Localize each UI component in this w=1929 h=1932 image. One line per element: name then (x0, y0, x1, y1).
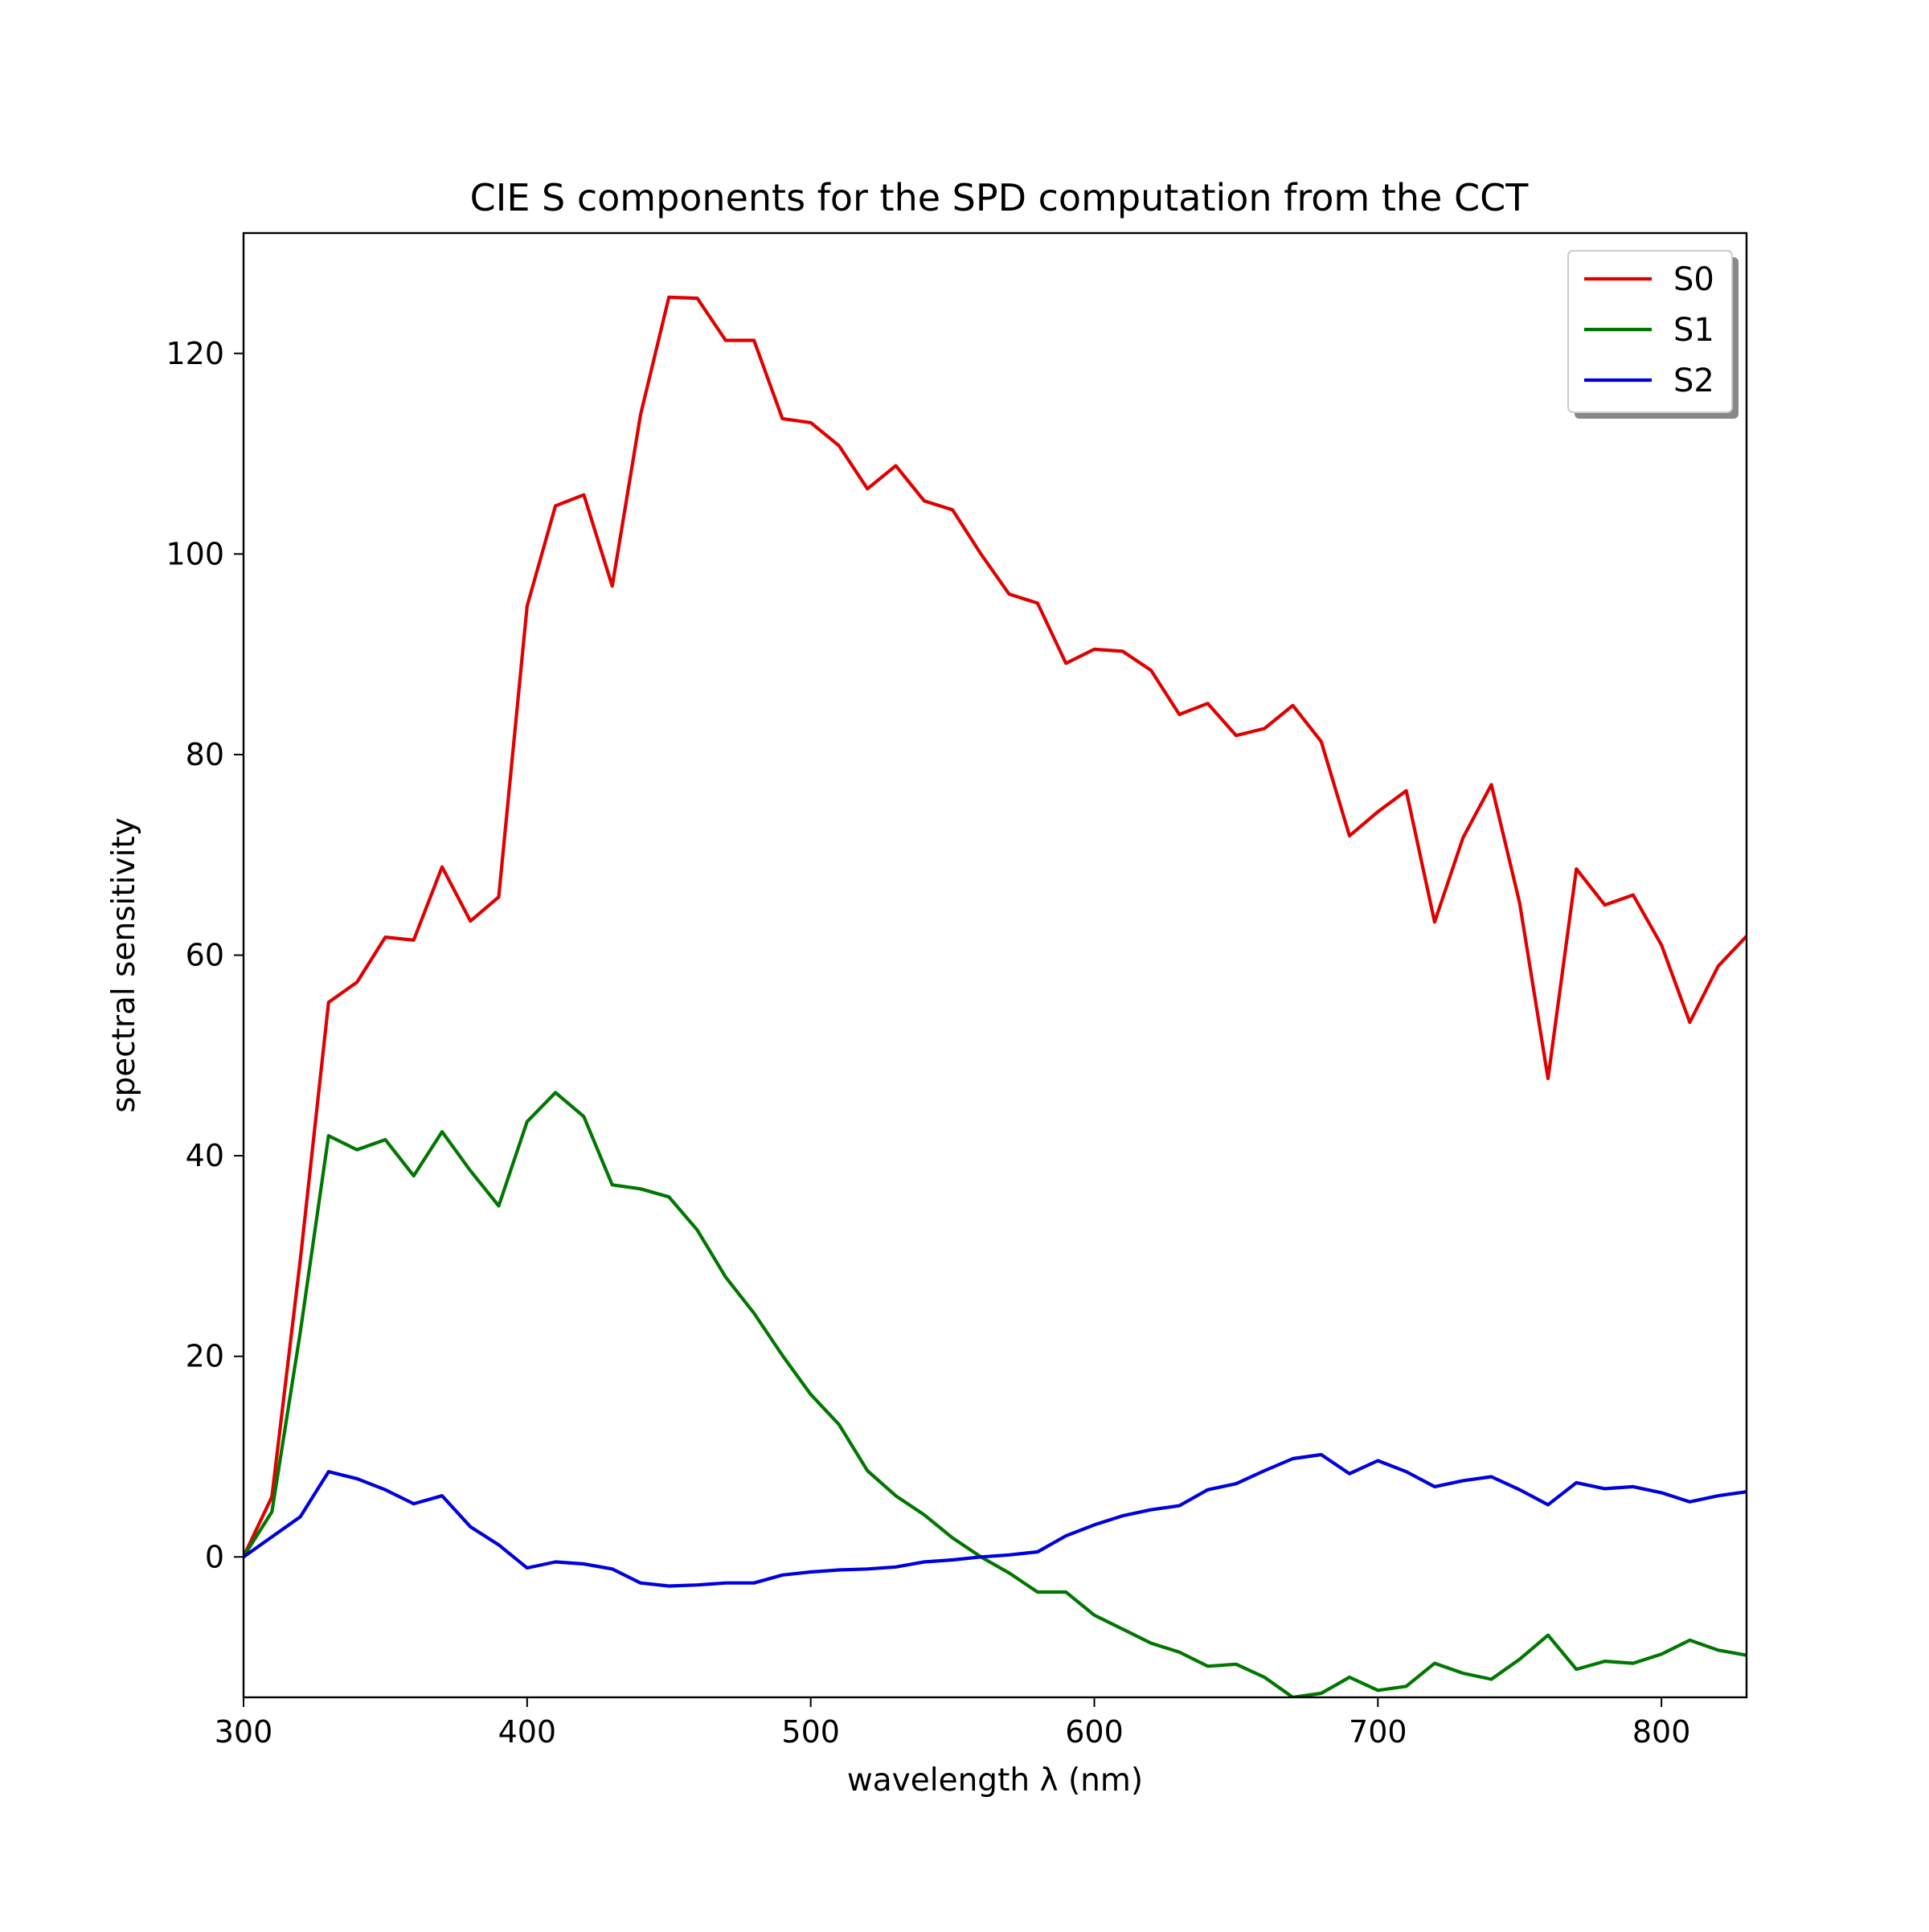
x-tick-label: 500 (781, 1714, 840, 1750)
x-tick-label: 300 (215, 1714, 273, 1750)
y-tick-label: 60 (186, 938, 224, 973)
y-tick-label: 40 (186, 1138, 224, 1173)
y-axis-ticks: 0 20 40 60 80 100 120 (166, 336, 244, 1574)
x-tick-label: 700 (1349, 1714, 1407, 1750)
x-tick-label: 400 (498, 1714, 557, 1750)
series-line-s0 (244, 295, 1747, 1559)
x-tick-label: 800 (1632, 1714, 1691, 1750)
series-line-s2 (244, 1452, 1747, 1588)
y-tick-label: 100 (166, 536, 224, 571)
y-axis-label: spectral sensitivity (106, 817, 142, 1113)
legend-label-s1: S1 (1673, 312, 1714, 349)
legend-label-s0: S0 (1673, 261, 1714, 298)
x-axis-ticks: 300 400 500 600 700 800 (215, 1697, 1691, 1750)
y-tick-label: 80 (186, 737, 224, 772)
legend-box (1567, 250, 1733, 413)
y-tick-label: 0 (205, 1539, 224, 1574)
series-line-s1 (244, 1091, 1747, 1697)
y-tick-label: 120 (166, 336, 224, 371)
chart-title: CIE S components for the SPD computation… (470, 176, 1530, 219)
y-tick-label: 20 (186, 1339, 224, 1374)
x-axis-label: wavelength λ (nm) (847, 1762, 1143, 1799)
legend: S0 S1 S2 (1567, 250, 1739, 419)
series-layer (244, 295, 1747, 1697)
legend-label-s2: S2 (1673, 362, 1714, 399)
plot-frame (242, 231, 1748, 1699)
x-tick-label: 600 (1065, 1714, 1124, 1750)
